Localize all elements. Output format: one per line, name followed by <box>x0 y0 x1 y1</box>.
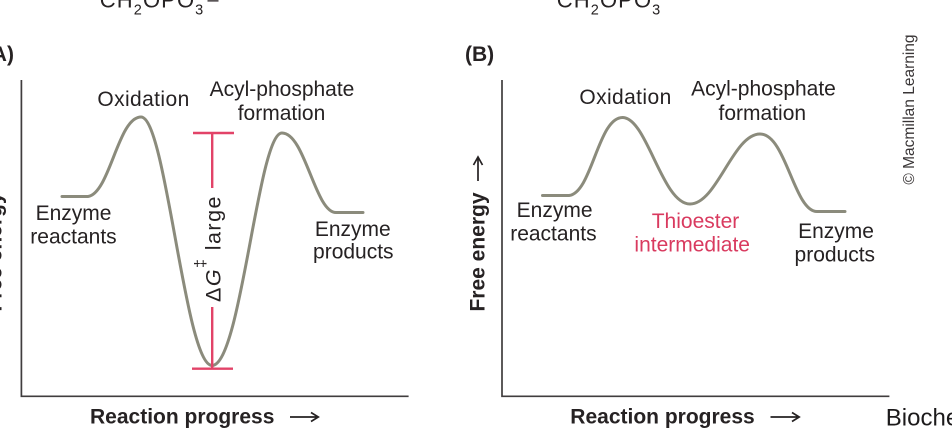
svg-text:Acyl-phosphate: Acyl-phosphate <box>210 78 355 101</box>
svg-text:Oxidation: Oxidation <box>579 86 671 109</box>
svg-text:Thioester: Thioester <box>652 210 740 233</box>
svg-text:CH2OPO3: CH2OPO3 <box>557 0 662 19</box>
svg-text:© Macmillan Learning: © Macmillan Learning <box>901 34 918 184</box>
svg-text:Enzyme: Enzyme <box>517 199 593 222</box>
svg-text:products: products <box>795 244 876 267</box>
svg-text:Biochemistry: Biochemistry <box>886 405 952 432</box>
svg-text:formation: formation <box>238 102 326 125</box>
svg-text:Enzyme: Enzyme <box>798 220 874 243</box>
svg-text:Free energy: Free energy <box>0 192 7 311</box>
svg-text:reactants: reactants <box>30 226 116 249</box>
svg-text:ΔG‡ large: ΔG‡ large <box>193 195 226 302</box>
svg-text:Free energy: Free energy <box>467 192 490 311</box>
svg-text:(A): (A) <box>0 43 14 66</box>
svg-text:Reaction progress: Reaction progress <box>90 406 274 429</box>
svg-text:reactants: reactants <box>510 223 596 246</box>
svg-text:Acyl-phosphate: Acyl-phosphate <box>691 77 836 100</box>
svg-text:Oxidation: Oxidation <box>97 88 189 111</box>
svg-text:Enzyme: Enzyme <box>36 202 112 225</box>
svg-text:products: products <box>313 241 394 264</box>
svg-text:(B): (B) <box>465 43 494 66</box>
svg-text:Reaction progress: Reaction progress <box>570 406 754 429</box>
svg-text:intermediate: intermediate <box>634 234 750 257</box>
svg-text:Enzyme: Enzyme <box>315 218 391 241</box>
svg-text:CH2OPO3: CH2OPO3 <box>100 0 205 19</box>
svg-text:formation: formation <box>719 102 807 125</box>
